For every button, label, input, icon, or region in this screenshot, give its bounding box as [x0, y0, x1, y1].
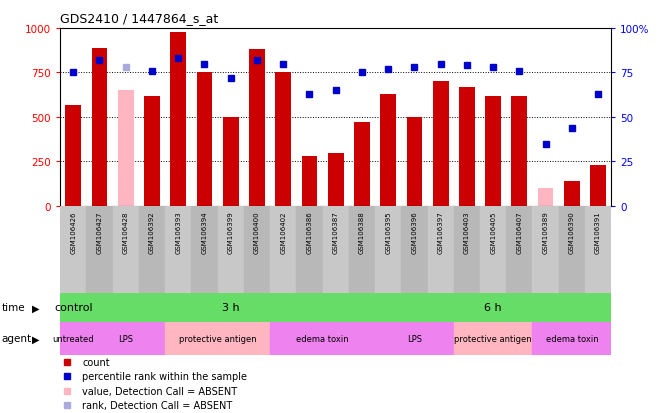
- Text: GSM106396: GSM106396: [411, 211, 418, 254]
- Bar: [532, 206, 558, 293]
- Text: protective antigen: protective antigen: [179, 334, 257, 343]
- Bar: [512, 96, 527, 206]
- Bar: [65, 105, 81, 206]
- Text: GSM106403: GSM106403: [464, 211, 470, 253]
- Text: GSM106386: GSM106386: [307, 211, 313, 254]
- Text: GSM106400: GSM106400: [254, 211, 260, 253]
- Bar: [297, 206, 323, 293]
- Text: count: count: [82, 357, 110, 367]
- Text: LPS: LPS: [118, 334, 133, 343]
- Bar: [459, 88, 475, 206]
- Bar: [558, 206, 585, 293]
- Bar: [113, 206, 139, 293]
- Bar: [86, 206, 113, 293]
- Bar: [270, 322, 375, 355]
- Bar: [144, 96, 160, 206]
- Bar: [270, 206, 297, 293]
- Text: agent: agent: [1, 334, 31, 344]
- Text: GSM106387: GSM106387: [333, 211, 339, 254]
- Bar: [401, 206, 428, 293]
- Bar: [380, 95, 396, 206]
- Text: GSM106407: GSM106407: [516, 211, 522, 253]
- Text: GSM106388: GSM106388: [359, 211, 365, 254]
- Bar: [249, 50, 265, 206]
- Bar: [301, 157, 317, 206]
- Bar: [165, 206, 191, 293]
- Bar: [165, 322, 270, 355]
- Bar: [349, 206, 375, 293]
- Bar: [407, 118, 422, 206]
- Text: time: time: [1, 303, 25, 313]
- Text: LPS: LPS: [407, 334, 422, 343]
- Text: ▶: ▶: [32, 334, 39, 344]
- Bar: [454, 322, 532, 355]
- Text: edema toxin: edema toxin: [296, 334, 349, 343]
- Text: 3 h: 3 h: [222, 303, 240, 313]
- Bar: [60, 206, 86, 293]
- Text: GSM106392: GSM106392: [149, 211, 155, 253]
- Bar: [275, 73, 291, 206]
- Bar: [485, 96, 501, 206]
- Text: edema toxin: edema toxin: [546, 334, 598, 343]
- Bar: [591, 166, 606, 206]
- Bar: [564, 182, 580, 206]
- Bar: [428, 206, 454, 293]
- Text: GSM106391: GSM106391: [595, 211, 601, 254]
- Bar: [86, 293, 375, 322]
- Bar: [118, 91, 134, 206]
- Bar: [60, 293, 86, 322]
- Bar: [375, 206, 401, 293]
- Text: GSM106427: GSM106427: [96, 211, 102, 253]
- Text: GSM106395: GSM106395: [385, 211, 391, 253]
- Bar: [585, 206, 611, 293]
- Text: 6 h: 6 h: [484, 303, 502, 313]
- Bar: [139, 206, 165, 293]
- Text: GSM106405: GSM106405: [490, 211, 496, 253]
- Text: protective antigen: protective antigen: [454, 334, 532, 343]
- Bar: [375, 293, 611, 322]
- Bar: [506, 206, 532, 293]
- Text: GSM106393: GSM106393: [175, 211, 181, 254]
- Bar: [196, 73, 212, 206]
- Bar: [454, 206, 480, 293]
- Bar: [375, 322, 454, 355]
- Text: GSM106399: GSM106399: [228, 211, 234, 254]
- Text: GSM106390: GSM106390: [569, 211, 575, 254]
- Bar: [328, 153, 343, 206]
- Text: control: control: [54, 303, 93, 313]
- Bar: [223, 118, 238, 206]
- Bar: [532, 322, 611, 355]
- Text: untreated: untreated: [52, 334, 94, 343]
- Bar: [480, 206, 506, 293]
- Bar: [354, 123, 370, 206]
- Text: GSM106389: GSM106389: [542, 211, 548, 254]
- Text: GSM106397: GSM106397: [438, 211, 444, 254]
- Text: ▶: ▶: [32, 303, 39, 313]
- Bar: [323, 206, 349, 293]
- Text: GSM106394: GSM106394: [202, 211, 208, 253]
- Bar: [191, 206, 218, 293]
- Bar: [60, 322, 86, 355]
- Text: GDS2410 / 1447864_s_at: GDS2410 / 1447864_s_at: [60, 12, 218, 25]
- Bar: [538, 189, 554, 206]
- Text: GSM106426: GSM106426: [70, 211, 76, 253]
- Bar: [218, 206, 244, 293]
- Text: value, Detection Call = ABSENT: value, Detection Call = ABSENT: [82, 386, 237, 396]
- Bar: [92, 48, 108, 206]
- Bar: [86, 322, 165, 355]
- Bar: [244, 206, 270, 293]
- Text: percentile rank within the sample: percentile rank within the sample: [82, 372, 247, 382]
- Bar: [433, 82, 448, 206]
- Text: GSM106428: GSM106428: [123, 211, 129, 253]
- Text: rank, Detection Call = ABSENT: rank, Detection Call = ABSENT: [82, 401, 232, 411]
- Text: GSM106402: GSM106402: [280, 211, 286, 253]
- Bar: [170, 33, 186, 206]
